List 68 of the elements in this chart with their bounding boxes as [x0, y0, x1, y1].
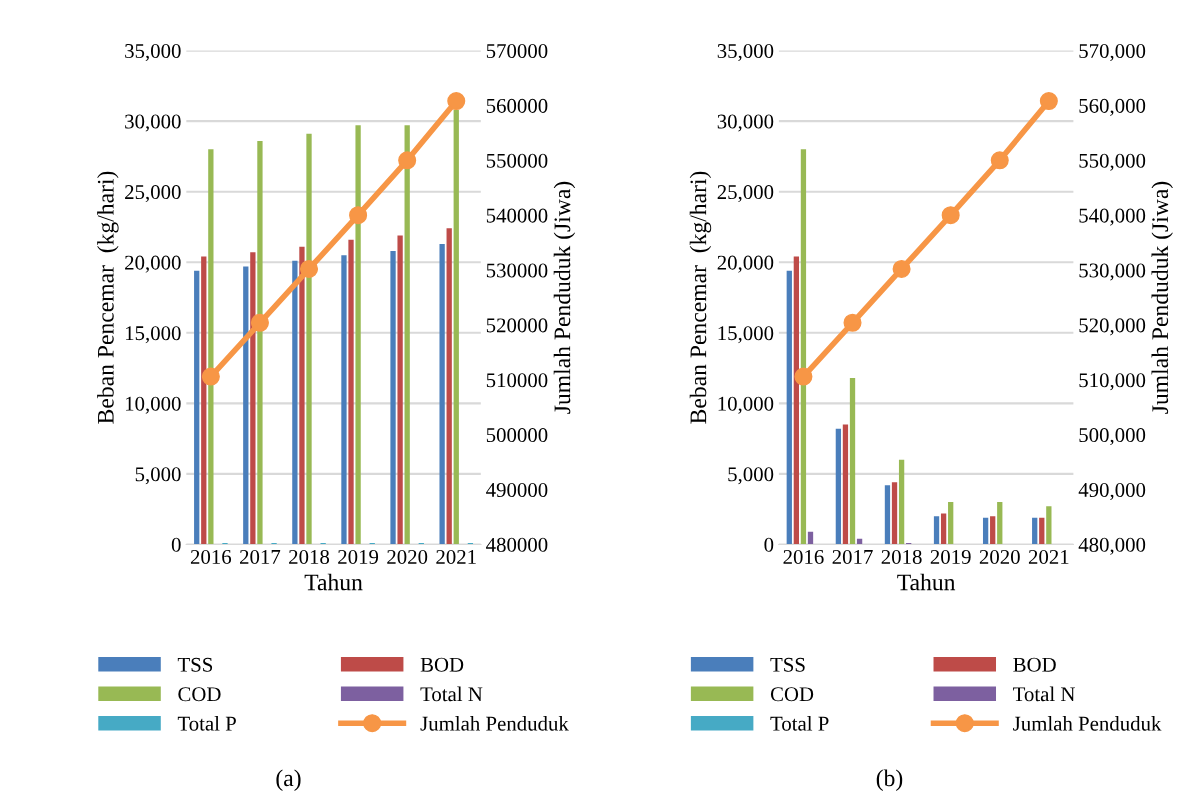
legend-label: TSS — [770, 657, 805, 672]
legend-label: COD — [178, 687, 221, 702]
y2-tick-label: 570000 — [486, 43, 548, 59]
y2-tick-label: 510000 — [486, 373, 548, 388]
y-tick-label: 35,000 — [125, 43, 181, 62]
y2-tick-label: 490000 — [486, 482, 548, 497]
y-tick-label: 30,000 — [717, 114, 774, 132]
y-tick-label: 0 — [764, 537, 774, 552]
y-tick-label: 5,000 — [728, 467, 774, 485]
x-tick-label: 2020 — [979, 549, 1020, 564]
y-tick-label: 15,000 — [125, 326, 181, 344]
y-tick-label: 30,000 — [125, 114, 181, 132]
legend-label: Total N — [420, 686, 483, 702]
x-tick-label: 2021 — [1028, 549, 1069, 564]
y-tick-label: 20,000 — [125, 255, 181, 273]
y-tick-label: 25,000 — [125, 185, 181, 203]
x-tick-label: 2017 — [240, 549, 281, 564]
y2-tick-label: 490,000 — [1078, 482, 1146, 500]
x-axis-title: Tahun — [304, 573, 363, 591]
y2-tick-label: 480,000 — [1078, 537, 1146, 555]
y2-tick-label: 540,000 — [1079, 208, 1146, 226]
legend-label: Total P — [770, 716, 829, 731]
x-tick-label: 2018 — [289, 549, 330, 564]
legend-label: Total P — [177, 716, 236, 731]
y-tick-label: 15,000 — [718, 326, 774, 344]
x-tick-label: 2020 — [387, 549, 428, 564]
y-tick-label: 0 — [171, 537, 181, 552]
y-tick-label: 35,000 — [717, 43, 774, 62]
y2-axis-title: Jumlah Penduduk (Jiwa) — [553, 181, 576, 414]
y2-tick-label: 520000 — [486, 318, 548, 333]
x-tick-label: 2016 — [783, 549, 824, 564]
y2-tick-label: 560,000 — [1079, 98, 1146, 116]
legend-label: BOD — [420, 657, 464, 672]
x-tick-label: 2019 — [930, 549, 971, 564]
y-axis-title: Beban Pencemar (kg/hari) — [97, 171, 119, 424]
x-tick-label: 2019 — [338, 549, 379, 564]
y-axis-title: Beban Pencemar (kg/hari) — [689, 171, 712, 424]
y2-tick-label: 560000 — [486, 98, 548, 113]
y2-tick-label: 570,000 — [1079, 43, 1146, 62]
legend-label: TSS — [177, 657, 213, 672]
y2-tick-label: 530000 — [486, 263, 548, 278]
x-tick-label: 2017 — [832, 549, 873, 564]
y2-tick-label: 550000 — [486, 153, 548, 168]
legend-label: Jumlah Penduduk — [420, 716, 569, 731]
legend-label: Total N — [1013, 686, 1075, 702]
x-tick-label: 2016 — [190, 549, 232, 564]
legend-label: COD — [770, 687, 814, 702]
text: (a) — [276, 769, 301, 791]
x-axis-title: Tahun — [897, 573, 956, 591]
y-tick-label: 20,000 — [717, 255, 774, 273]
y2-tick-label: 500000 — [486, 428, 548, 443]
x-tick-label: 2021 — [436, 549, 476, 564]
y2-tick-label: 520,000 — [1079, 318, 1146, 336]
y2-axis-title: Jumlah Penduduk (Jiwa) — [1151, 181, 1173, 414]
legend-label: Jumlah Penduduk — [1013, 716, 1162, 731]
y2-tick-label: 510,000 — [1079, 373, 1146, 391]
text: (b) — [876, 769, 903, 791]
y-tick-label: 5,000 — [135, 467, 181, 485]
y2-tick-label: 480000 — [486, 537, 548, 552]
x-tick-label: 2018 — [881, 549, 922, 564]
legend-label: BOD — [1013, 657, 1056, 672]
y2-tick-label: 530,000 — [1079, 263, 1146, 281]
y-tick-label: 25,000 — [717, 185, 774, 203]
y-tick-label: 10,000 — [718, 396, 774, 414]
y2-tick-label: 540000 — [486, 208, 548, 223]
y2-tick-label: 550,000 — [1079, 153, 1146, 171]
y-tick-label: 10,000 — [125, 396, 181, 414]
y2-tick-label: 500,000 — [1079, 428, 1146, 446]
